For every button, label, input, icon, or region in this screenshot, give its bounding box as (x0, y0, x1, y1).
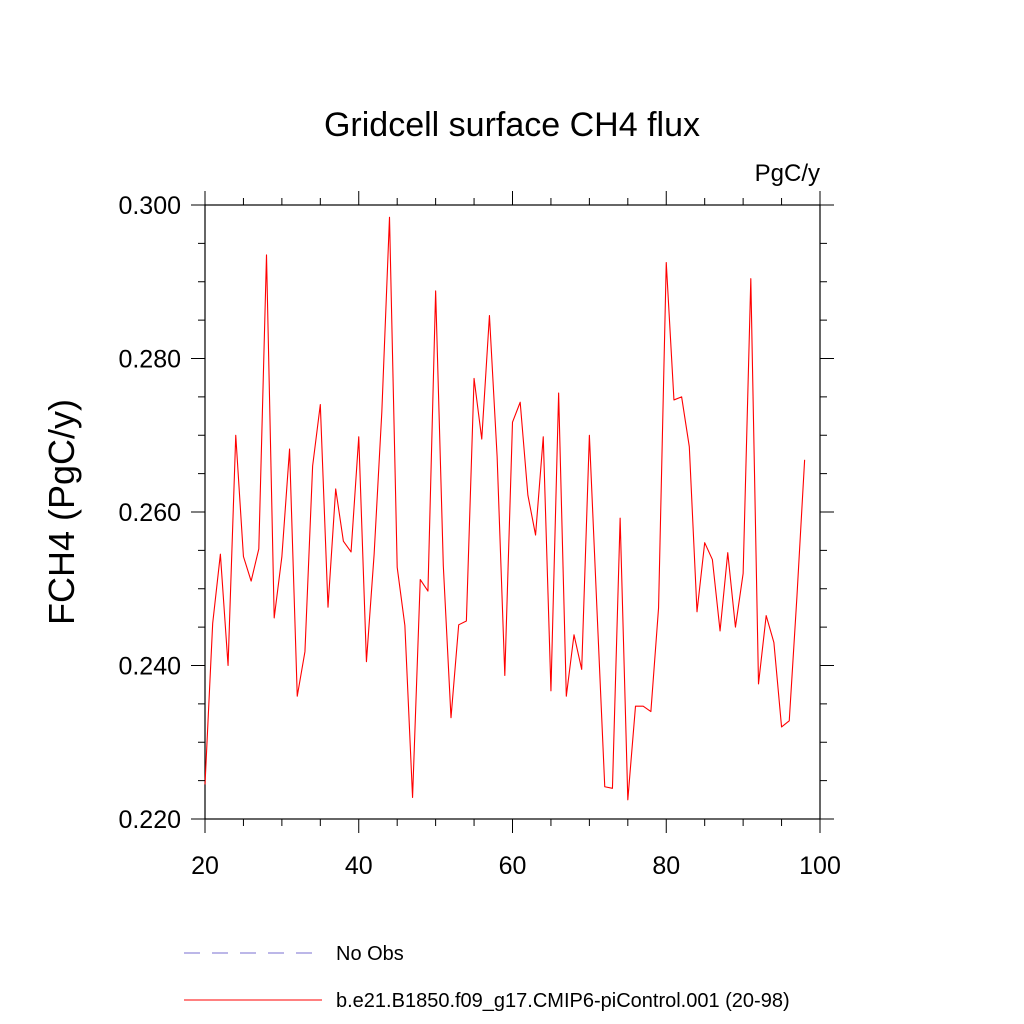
x-tick-label: 80 (652, 852, 680, 880)
plot-area (204, 204, 821, 820)
chart-title: Gridcell surface CH4 flux (324, 106, 700, 144)
x-tick-label: 20 (191, 852, 219, 880)
y-axis-label: FCH4 (PgC/y) (41, 399, 82, 625)
y-tick-label: 0.220 (118, 806, 181, 834)
y-tick-label: 0.240 (118, 653, 181, 681)
tick-layer: 20 40 60 80 100 0.220 0.240 0.260 0.280 0.300 (118, 191, 841, 880)
y-tick-label: 0.300 (118, 192, 181, 220)
plot-frame (204, 204, 821, 820)
legend: No Obs b.e21.B1850.f09_g17.CMIP6-piContr… (184, 943, 790, 1012)
x-tick-label: 100 (799, 852, 841, 880)
y-tick-label: 0.280 (118, 346, 181, 374)
data-layer (204, 216, 806, 801)
units-label: PgC/y (755, 160, 820, 187)
legend-label-control-run: b.e21.B1850.f09_g17.CMIP6-piControl.001 … (336, 990, 790, 1012)
series-line-0 (204, 216, 806, 801)
x-tick-label: 60 (499, 852, 527, 880)
legend-label-no-obs: No Obs (336, 943, 404, 965)
y-tick-label: 0.260 (118, 499, 181, 527)
x-tick-label: 40 (345, 852, 373, 880)
